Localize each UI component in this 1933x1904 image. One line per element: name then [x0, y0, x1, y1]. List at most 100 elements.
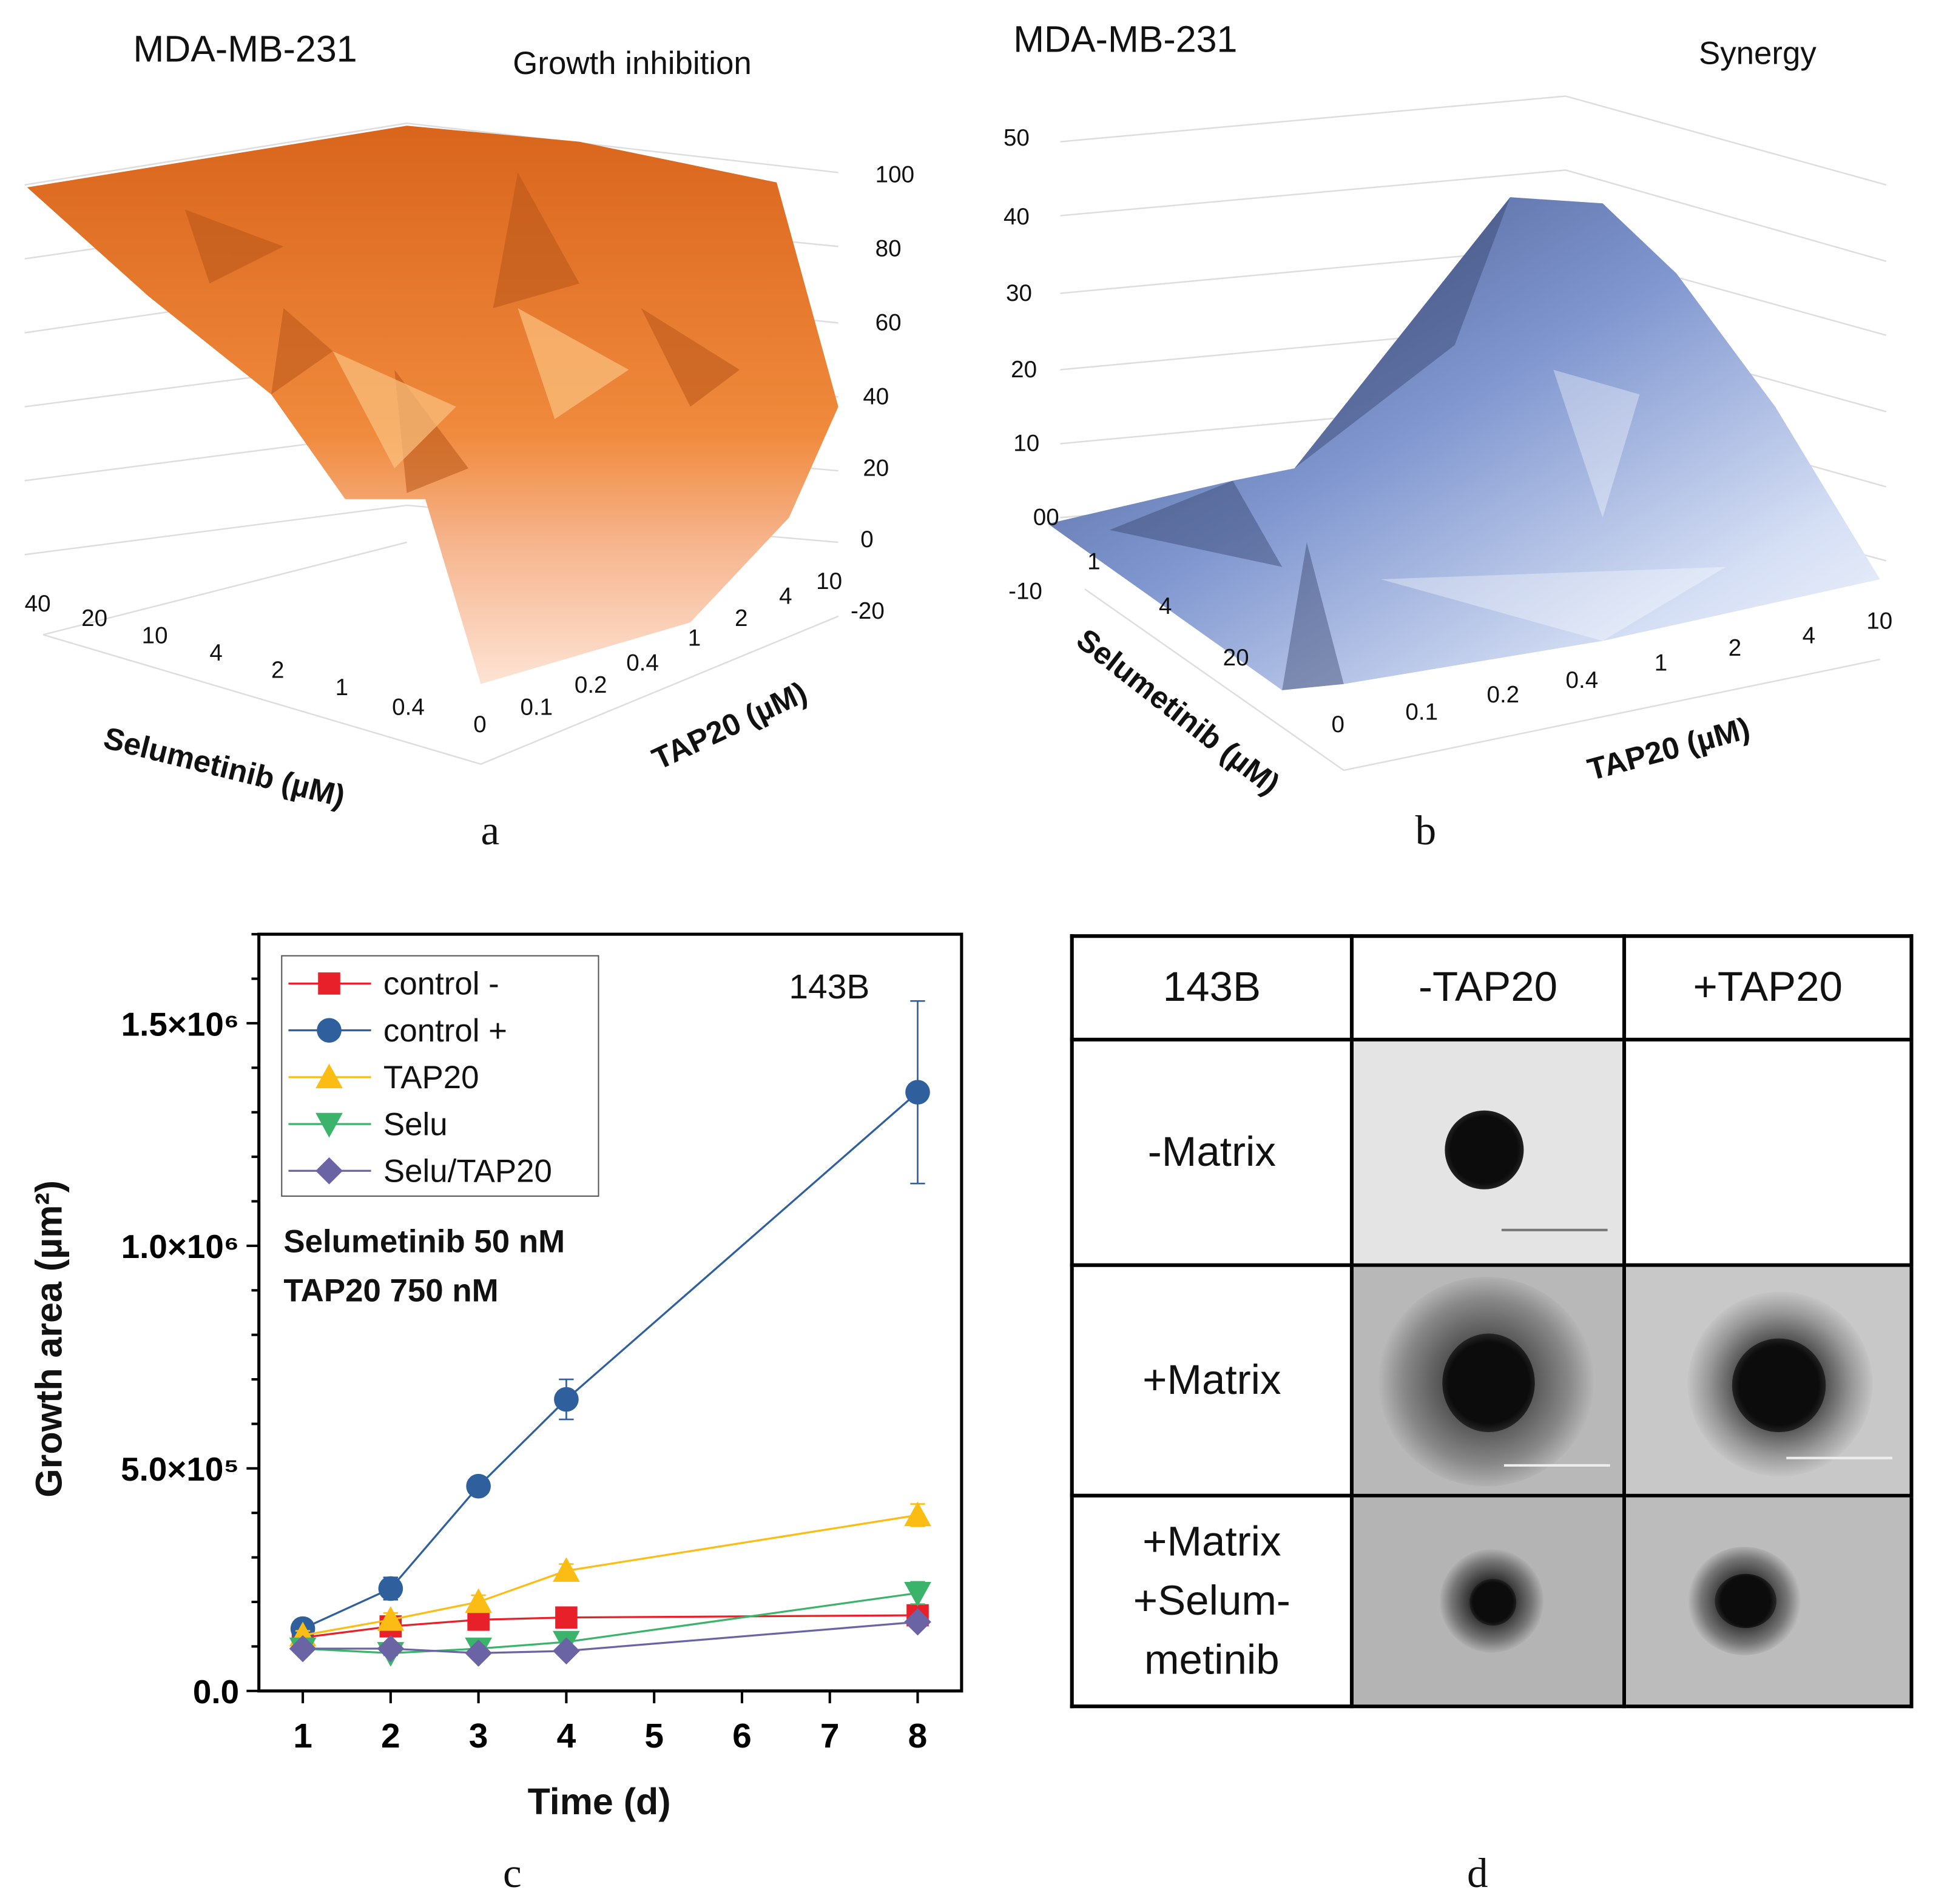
row-label-plus-matrix: +Matrix	[1070, 1263, 1354, 1498]
x-tick-label: 8	[908, 1717, 928, 1755]
marker-square	[318, 972, 340, 995]
selu-tick: 1	[335, 675, 349, 702]
row-label-plus-matrix-plus-selumetinib: +Matrix +Selum- metinib	[1070, 1493, 1354, 1709]
selu-tick: 0	[473, 712, 487, 739]
panel-d-image-table: 143B -TAP20 +TAP20 -Matrix +Matrix +Matr…	[1070, 934, 1914, 1709]
chart-title: 143B	[789, 967, 870, 1006]
z-tick: 20	[1011, 357, 1037, 383]
marker-circle	[554, 1387, 579, 1412]
legend-label: TAP20	[383, 1058, 479, 1096]
marker-circle	[905, 1080, 930, 1105]
micrograph-minus-matrix-minus-tap20	[1349, 1037, 1627, 1267]
column-header-minus-tap20: -TAP20	[1349, 934, 1627, 1041]
selu-tick: 4	[209, 641, 223, 667]
z-tick: 20	[863, 456, 889, 482]
tap-tick: 2	[735, 606, 748, 633]
y-tick-label: 5.0×10⁵	[121, 1450, 239, 1488]
panel-b-cell-line: MDA-MB-231	[1013, 19, 1238, 61]
selu-tick: 20	[81, 606, 108, 633]
marker-diamond	[904, 1608, 931, 1636]
x-axis-label: Time (d)	[527, 1782, 671, 1823]
table-corner: 143B	[1070, 934, 1354, 1041]
y-tick-label: 1.5×10⁶	[121, 1005, 240, 1043]
row-label-line: +Selum-	[1133, 1577, 1290, 1625]
marker-square	[555, 1606, 578, 1629]
marker-triangle-up	[377, 1606, 405, 1631]
tap-tick: 0.1	[1405, 700, 1439, 726]
panel-b-surface	[1048, 95, 1887, 772]
marker-circle	[466, 1473, 491, 1499]
legend-label: Selu	[383, 1105, 448, 1143]
legend-markers	[288, 972, 371, 1185]
panel-b-title: Synergy	[1698, 34, 1817, 72]
z-tick: 100	[875, 163, 915, 189]
z-tick: 30	[1006, 281, 1032, 307]
y-tick-label: 1.0×10⁶	[121, 1228, 240, 1265]
micrograph-selumetinib-plus-tap20	[1622, 1493, 1914, 1709]
row-label-line: +Matrix	[1142, 1518, 1281, 1566]
z-tick: 40	[863, 384, 889, 411]
x-tick-label: 3	[469, 1717, 488, 1755]
z-tick: 60	[875, 311, 902, 337]
marker-circle	[317, 1018, 342, 1043]
plot-frame	[257, 932, 963, 1693]
z-tick: 80	[875, 237, 902, 263]
z-tick: -10	[1008, 579, 1042, 605]
marker-triangle-up	[315, 1063, 343, 1089]
z-tick: 0	[860, 527, 874, 554]
tap-tick: 1	[687, 626, 701, 652]
x-tick-label: 7	[820, 1717, 840, 1755]
tap-tick: 0.4	[626, 650, 659, 677]
selu-tick: 20	[1223, 645, 1249, 672]
marker-triangle-up	[904, 1501, 931, 1527]
z-tick: 00	[1033, 505, 1059, 531]
x-tick-label: 5	[644, 1717, 664, 1755]
selu-tick: 10	[141, 624, 168, 650]
selu-tick: 0.4	[392, 695, 425, 721]
tap-tick: 0	[1331, 712, 1344, 739]
row-label-minus-matrix: -Matrix	[1070, 1037, 1354, 1267]
tap-tick: 0.4	[1565, 668, 1599, 694]
z-tick: 10	[1013, 431, 1040, 457]
panel-c-letter: c	[503, 1851, 522, 1897]
selu-tick: 2	[271, 658, 285, 684]
tap-tick: 4	[1802, 624, 1816, 650]
z-tick: 40	[1003, 204, 1030, 230]
marker-circle	[378, 1576, 403, 1601]
tap-tick: 4	[779, 584, 792, 610]
micrograph-plus-matrix-plus-tap20	[1622, 1263, 1914, 1498]
x-tick-label: 6	[732, 1717, 752, 1755]
panel-a-letter: a	[481, 808, 500, 855]
tap-tick: 0.2	[1486, 682, 1520, 709]
marker-triangle-down	[904, 1582, 931, 1607]
marker-diamond	[377, 1635, 405, 1663]
synergy-surface	[1048, 197, 1880, 690]
x-tick-label: 4	[557, 1717, 576, 1755]
panel-a-surface	[24, 122, 839, 765]
y-axis-label: Growth area (µm²)	[29, 1180, 70, 1498]
panel-a-cell-line: MDA-MB-231	[133, 29, 357, 70]
legend-label: control +	[383, 1012, 508, 1049]
chart-annotation-tap20: TAP20 750 nM	[283, 1271, 499, 1309]
z-tick: 50	[1003, 126, 1030, 152]
micrograph-selumetinib-minus-tap20	[1349, 1493, 1627, 1709]
x-tick-label: 1	[293, 1717, 312, 1755]
tap-tick: 10	[1866, 608, 1893, 635]
tap-tick: 2	[1728, 636, 1742, 662]
panel-b-letter: b	[1415, 808, 1437, 855]
marker-triangle-down	[315, 1112, 343, 1138]
x-tick-label: 2	[381, 1717, 400, 1755]
z-tick: -20	[851, 599, 885, 625]
tap-tick: 0.2	[574, 673, 607, 699]
tap-tick: 1	[1654, 650, 1668, 677]
row-label-line: metinib	[1144, 1637, 1280, 1684]
marker-diamond	[315, 1157, 343, 1185]
column-header-plus-tap20: +TAP20	[1622, 934, 1914, 1041]
tap-tick: 10	[816, 569, 843, 596]
chart-legend: control - control + TAP20 Selu Selu/TAP2…	[281, 955, 599, 1197]
y-tick-label: 0.0	[193, 1673, 239, 1711]
micrograph-plus-matrix-minus-tap20	[1349, 1263, 1627, 1498]
selu-tick: 4	[1158, 594, 1172, 621]
chart-annotation-selumetinib: Selumetinib 50 nM	[283, 1222, 565, 1260]
